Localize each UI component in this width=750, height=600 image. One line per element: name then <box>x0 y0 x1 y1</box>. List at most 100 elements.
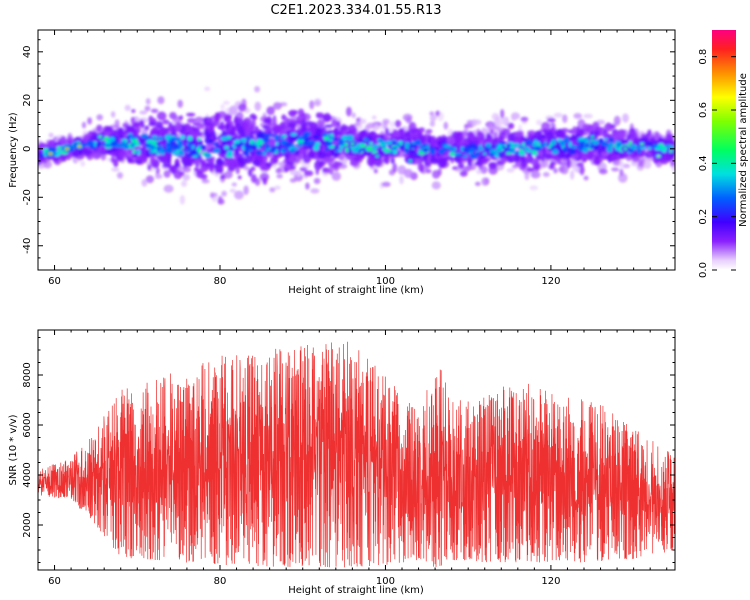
heatmap-blob <box>435 110 440 117</box>
heatmap-blob <box>640 146 647 150</box>
heatmap-blob <box>425 129 433 134</box>
heatmap-blob <box>532 170 539 175</box>
heatmap-blob <box>324 147 328 152</box>
heatmap-blob <box>593 155 602 166</box>
heatmap-blob <box>284 164 292 170</box>
heatmap-blob <box>237 175 242 180</box>
heatmap-blob <box>501 145 505 149</box>
heatmap-blob <box>341 135 349 141</box>
heatmap-blob <box>507 158 515 163</box>
heatmap-blob <box>654 146 662 151</box>
heatmap-blob <box>351 112 356 119</box>
heatmap-blob <box>263 118 272 124</box>
heatmap-blob <box>628 140 632 145</box>
heatmap-blob <box>214 112 221 123</box>
heatmap-blob <box>103 136 110 141</box>
heatmap-blob <box>163 184 174 193</box>
heatmap-blob <box>263 136 270 143</box>
heatmap-blob <box>118 151 127 159</box>
heatmap-blob <box>416 132 424 142</box>
heatmap-blob <box>373 168 378 174</box>
heatmap-blob <box>182 174 191 181</box>
heatmap-blob <box>551 161 557 166</box>
heatmap-blob <box>177 99 183 108</box>
heatmap-blob <box>527 133 533 140</box>
heatmap-blob <box>250 166 256 172</box>
heatmap-blob <box>238 156 248 167</box>
heatmap-peak <box>623 147 628 150</box>
heatmap-blob <box>566 158 572 169</box>
heatmap-blob <box>287 121 296 129</box>
heatmap-blob <box>163 170 171 178</box>
heatmap-blob <box>494 153 499 158</box>
heatmap-blob <box>154 161 158 168</box>
heatmap-blob <box>600 145 605 148</box>
colorbar-tick-label: 0.8 <box>698 49 709 65</box>
heatmap-blob <box>513 132 523 138</box>
spectrogram-xtick-label: 60 <box>48 276 61 287</box>
heatmap-blob <box>272 115 277 126</box>
heatmap-blob <box>333 160 340 170</box>
heatmap-blob <box>448 146 455 151</box>
heatmap-blob <box>324 124 333 128</box>
spectrogram-xtick-label: 120 <box>541 276 560 287</box>
heatmap-blob <box>254 101 262 112</box>
heatmap-blob <box>371 115 377 120</box>
heatmap-blob <box>238 103 247 112</box>
colorbar: 0.0 0.2 0.4 0.6 0.8 Normalized spectral ampl… <box>698 30 749 278</box>
heatmap-blob <box>524 171 530 181</box>
heatmap-blob <box>340 124 349 132</box>
heatmap-blob <box>488 162 498 170</box>
heatmap-blob <box>473 119 482 125</box>
heatmap-blob <box>446 135 455 146</box>
heatmap-blob <box>220 104 225 110</box>
heatmap-blob <box>203 153 212 158</box>
heatmap-blob <box>243 166 250 171</box>
heatmap-blob <box>326 134 330 137</box>
snr-ytick-label: 8000 <box>22 362 33 387</box>
heatmap-blob <box>337 141 344 146</box>
heatmap-blob <box>563 146 568 152</box>
heatmap-blob <box>155 142 161 146</box>
snr-panel: 60 80 100 120 2000 4000 6000 8000 Height of str… <box>8 329 676 596</box>
heatmap-blob <box>219 121 225 131</box>
heatmap-blob <box>610 155 618 161</box>
heatmap-blob <box>526 167 535 172</box>
heatmap-blob <box>212 142 219 146</box>
heatmap-blob <box>480 157 489 164</box>
heatmap-blob <box>525 155 531 161</box>
heatmap-blob <box>196 122 205 130</box>
heatmap-blob <box>346 134 354 141</box>
heatmap-blob <box>591 139 599 146</box>
heatmap-blob <box>187 135 193 141</box>
heatmap-blob <box>298 135 304 141</box>
figure-title: C2E1.2023.334.01.55.R13 <box>270 3 441 18</box>
heatmap-blob <box>269 187 276 193</box>
heatmap-blob <box>528 140 532 146</box>
heatmap-blob <box>373 156 383 167</box>
heatmap-blob <box>251 146 258 150</box>
heatmap-blob <box>469 153 478 160</box>
heatmap-blob <box>262 124 270 130</box>
heatmap-blob <box>56 149 62 155</box>
heatmap-blob <box>630 144 637 150</box>
heatmap-blob <box>429 111 435 116</box>
colorbar-label: Normalized spectral amplitude <box>738 73 749 227</box>
heatmap-blob <box>331 171 341 181</box>
heatmap-blob <box>411 141 416 145</box>
heatmap-blob <box>249 130 257 135</box>
heatmap-blob <box>602 132 609 137</box>
heatmap-blob <box>431 181 441 190</box>
heatmap-blob <box>209 123 215 133</box>
heatmap-blob <box>218 164 224 174</box>
heatmap-blob <box>96 141 102 148</box>
heatmap-blob <box>556 128 564 138</box>
heatmap-blob <box>452 166 459 171</box>
heatmap-blob <box>578 137 585 142</box>
heatmap-blob <box>157 136 164 141</box>
heatmap-blob <box>330 133 334 138</box>
heatmap-blob <box>162 138 169 145</box>
heatmap-blob <box>173 170 183 180</box>
heatmap-blob <box>322 169 331 174</box>
heatmap-blob <box>302 154 312 164</box>
